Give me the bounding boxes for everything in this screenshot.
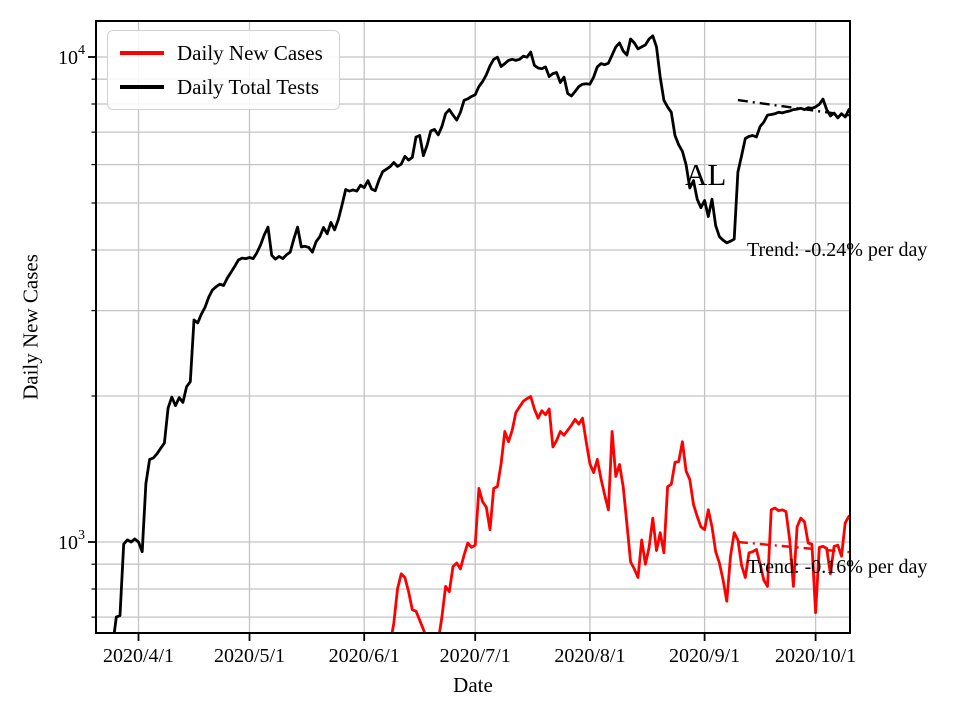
legend-item-new-cases: Daily New Cases: [120, 40, 323, 66]
total-tests-line: [112, 34, 850, 633]
x-tick-label: 2020/4/1: [103, 645, 174, 667]
x-tick-label: 2020/7/1: [440, 645, 511, 667]
legend: Daily New Cases Daily Total Tests: [107, 30, 340, 110]
new-cases-line: [390, 395, 850, 633]
legend-line-sample-tests-icon: [120, 85, 164, 89]
total-tests-trend-line: [737, 98, 850, 117]
x-tick-label: 2020/6/1: [329, 645, 400, 667]
tick-label-group: 2020/4/1 2020/5/1 2020/6/1 2020/7/1 2020/8/1…: [58, 43, 856, 667]
legend-item-total-tests: Daily Total Tests: [120, 74, 323, 100]
tick-group: [88, 56, 817, 641]
axes-border: [95, 20, 851, 634]
x-tick-label: 2020/8/1: [554, 645, 625, 667]
grid-group: [96, 21, 850, 633]
x-axis-label: Date: [453, 673, 493, 697]
new-cases-trend-line: [737, 540, 850, 554]
legend-label-total-tests: Daily Total Tests: [177, 74, 320, 99]
tests-trend-label: Trend: -0.24% per day: [747, 239, 928, 261]
x-tick-label: 2020/5/1: [214, 645, 285, 667]
y-axis-label: Daily New Cases: [18, 254, 43, 400]
y-tick-label: 104: [58, 43, 85, 69]
legend-label-new-cases: Daily New Cases: [177, 40, 323, 65]
y-tick-label: 103: [58, 528, 85, 554]
x-tick-label: 2020/9/1: [669, 645, 740, 667]
series-group: [112, 34, 850, 633]
state-annotation: AL: [685, 157, 727, 192]
cases-trend-label: Trend: -0.16% per day: [747, 556, 928, 578]
x-tick-label: 2020/10/1: [775, 645, 856, 667]
legend-line-sample-cases-icon: [120, 51, 164, 55]
